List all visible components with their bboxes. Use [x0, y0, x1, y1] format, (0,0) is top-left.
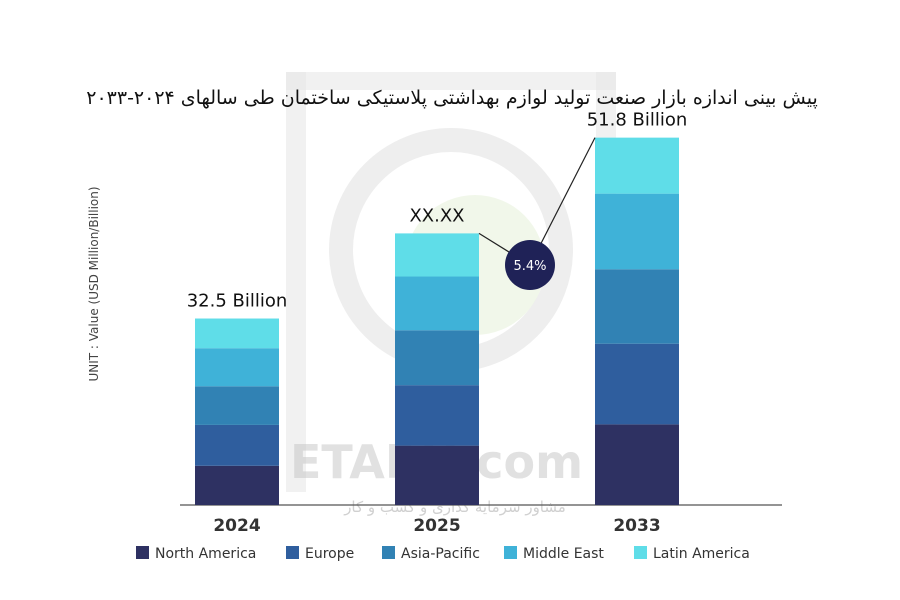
legend-label-latin-america: Latin America — [653, 546, 750, 562]
x-tick-2033: 2033 — [613, 516, 660, 536]
legend-label-asia-pacific: Asia-Pacific — [401, 546, 480, 562]
growth-badge-label: 5.4% — [513, 259, 546, 274]
total-label-2033: 51.8 Billion — [587, 110, 688, 131]
bar-segment-2025-north-america — [395, 445, 479, 505]
legend-label-europe: Europe — [305, 546, 354, 562]
bar-segment-2033-middle-east — [595, 193, 679, 270]
bar-segment-2025-asia-pacific — [395, 330, 479, 386]
legend-label-north-america: North America — [155, 546, 256, 562]
bar-segment-2033-europe — [595, 343, 679, 425]
chart-title: پیش بینی اندازه بازار صنعت تولید لوازم ب… — [86, 87, 818, 109]
legend-swatch-europe — [286, 546, 299, 559]
legend: North America Europe Asia-Pacific Middle Ea… — [136, 546, 750, 562]
bar-segment-2024-latin-america — [195, 318, 279, 349]
legend-swatch-middle-east — [504, 546, 517, 559]
growth-badge — [505, 240, 555, 290]
total-label-2024: 32.5 Billion — [187, 291, 288, 312]
bar-segment-2033-north-america — [595, 424, 679, 505]
bar-segment-2033-latin-america — [595, 137, 679, 194]
y-axis-label: UNIT : Value (USD Million/Billion) — [87, 186, 101, 381]
bar-segment-2024-north-america — [195, 465, 279, 505]
bar-segment-2025-europe — [395, 385, 479, 446]
bar-segment-2025-latin-america — [395, 233, 479, 277]
bars-group — [195, 137, 679, 505]
legend-swatch-north-america — [136, 546, 149, 559]
bar-segment-2024-asia-pacific — [195, 386, 279, 425]
bar-segment-2024-middle-east — [195, 348, 279, 387]
bar-segment-2024-europe — [195, 424, 279, 466]
x-tick-2025: 2025 — [413, 516, 460, 536]
legend-swatch-asia-pacific — [382, 546, 395, 559]
x-tick-2024: 2024 — [213, 516, 260, 536]
total-label-2025: XX.XX — [409, 205, 464, 226]
legend-label-middle-east: Middle East — [523, 546, 604, 562]
bar-segment-2033-asia-pacific — [595, 269, 679, 344]
legend-swatch-latin-america — [634, 546, 647, 559]
bar-segment-2025-middle-east — [395, 276, 479, 331]
labels-group: 2024 32.5 Billion 2025 XX.XX 2033 51.8 Billio… — [187, 110, 688, 536]
